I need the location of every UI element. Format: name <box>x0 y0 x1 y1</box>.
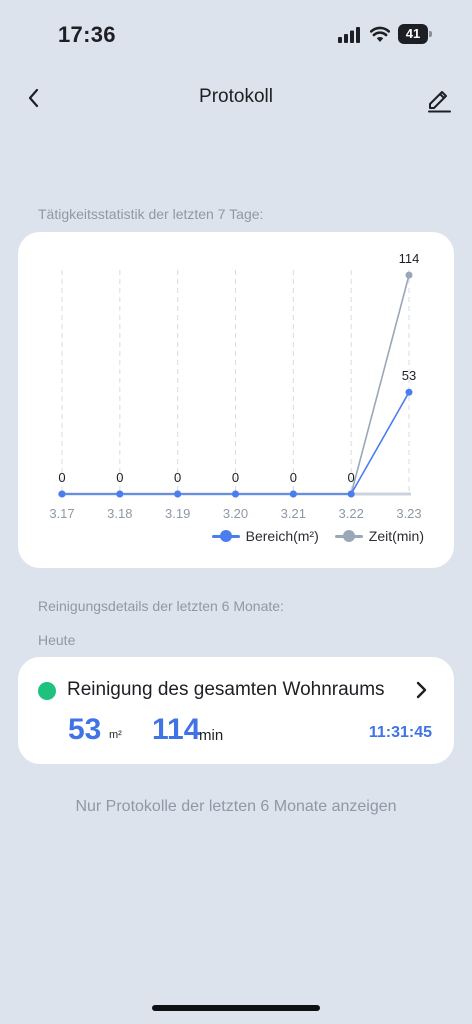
home-indicator <box>152 1005 320 1011</box>
legend-item-area[interactable]: Bereich(m²) <box>211 528 319 544</box>
day-label: Heute <box>38 632 76 648</box>
data-label-s0-4: 0 <box>290 470 297 485</box>
data-label-s0-2: 0 <box>174 470 181 485</box>
data-point-s0-3 <box>232 490 239 498</box>
legend-swatch-time <box>334 530 363 542</box>
x-tick-label-0: 3.17 <box>49 506 74 521</box>
data-label-s1-6: 114 <box>399 251 420 266</box>
back-button[interactable] <box>18 82 50 114</box>
page-title: Protokoll <box>199 86 273 107</box>
show-6-month-logs-link[interactable]: Nur Protokolle der letzten 6 Monate anze… <box>75 798 397 815</box>
data-point-s0-2 <box>174 490 182 498</box>
battery-icon: 41 <box>398 24 432 44</box>
cleaning-record-card[interactable]: Reinigung des gesamten Wohnraums 53 m² 1… <box>18 657 454 764</box>
chevron-right-icon <box>416 681 427 699</box>
edit-button[interactable] <box>422 82 456 116</box>
data-label-s0-0: 0 <box>58 470 65 485</box>
x-tick-label-1: 3.18 <box>107 506 132 521</box>
x-tick-label-2: 3.19 <box>165 506 190 521</box>
data-point-s0-4 <box>289 490 297 498</box>
legend-label-time: Zeit(min) <box>368 528 424 544</box>
data-point-s0-5 <box>347 490 355 498</box>
signal-icon <box>338 27 360 43</box>
x-tick-label-3: 3.20 <box>223 506 248 521</box>
data-point-s0-1 <box>116 490 124 498</box>
chevron-left-icon <box>28 88 39 108</box>
chart-card: 3.17 3.18 3.19 3.20 3.21 3.22 3.23 0 0 0 0 0 0 53 114 … <box>18 232 454 568</box>
data-point-s0-0 <box>58 490 66 498</box>
status-time: 17:36 <box>58 22 116 47</box>
area-value: 53 <box>68 713 102 746</box>
legend-swatch-area <box>211 530 240 542</box>
duration-value: 114 <box>152 713 201 746</box>
status-dot <box>38 682 56 700</box>
legend-item-time[interactable]: Zeit(min) <box>334 528 424 544</box>
data-label-s0-6: 53 <box>402 368 416 383</box>
data-point-s0-6 <box>405 388 413 396</box>
stats-label: Tätigkeitsstatistik der letzten 7 Tage: <box>38 206 264 222</box>
wifi-icon <box>370 26 390 42</box>
area-unit: m² <box>109 729 122 741</box>
legend-label-area: Bereich(m²) <box>245 528 319 544</box>
data-point-s1-6 <box>405 271 413 279</box>
chart-legend: Bereich(m²) Zeit(min) <box>211 528 424 544</box>
battery-level: 41 <box>398 24 428 44</box>
record-title: Reinigung des gesamten Wohnraums <box>67 679 385 700</box>
duration-unit: min <box>199 727 224 744</box>
data-label-s0-3: 0 <box>232 470 239 485</box>
x-tick-label-4: 3.21 <box>281 506 306 521</box>
x-tick-label-6: 3.23 <box>396 506 421 521</box>
edit-pencil-icon <box>428 91 451 113</box>
data-label-s0-1: 0 <box>116 470 123 485</box>
x-tick-label-5: 3.22 <box>339 506 364 521</box>
status-bar: 17:36 41 <box>0 0 472 70</box>
data-label-s0-5: 0 <box>348 470 355 485</box>
nav-bar: Protokoll <box>0 74 472 122</box>
details-label: Reinigungsdetails der letzten 6 Monate: <box>38 598 284 614</box>
record-time: 11:31:45 <box>368 724 432 741</box>
activity-chart: 3.17 3.18 3.19 3.20 3.21 3.22 3.23 0 0 0 0 0 0 53 114 <box>49 251 421 521</box>
